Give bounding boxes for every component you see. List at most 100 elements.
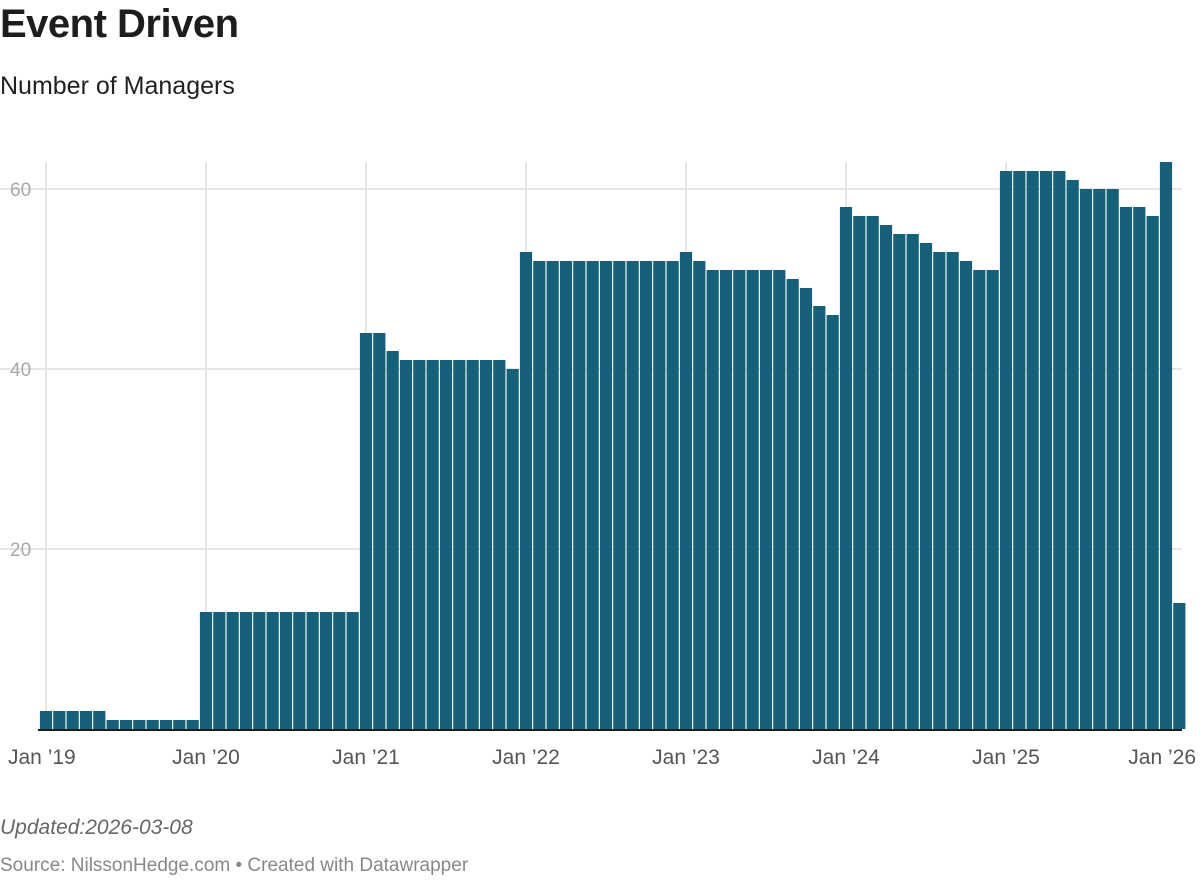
y-tick-label: 40 — [10, 360, 31, 381]
bar — [599, 261, 613, 729]
bar — [973, 270, 986, 729]
bar — [1079, 189, 1093, 729]
bar — [693, 261, 706, 729]
bar — [506, 369, 519, 729]
x-tick-label: Jan ’21 — [332, 746, 400, 769]
y-tick-label: 20 — [10, 540, 31, 561]
y-tick-label: 60 — [10, 180, 31, 201]
bar — [199, 612, 213, 729]
bar — [639, 261, 653, 729]
bar — [146, 720, 159, 729]
bar — [906, 234, 919, 729]
bar — [279, 612, 293, 729]
bar — [159, 720, 173, 729]
x-tick-label: Jan ’20 — [172, 746, 240, 769]
bar — [866, 216, 879, 729]
x-tick-label: Jan ’24 — [812, 746, 880, 769]
bar — [66, 711, 79, 729]
bar — [266, 612, 279, 729]
bar — [959, 261, 973, 729]
bar — [853, 216, 866, 729]
bar — [79, 711, 93, 729]
bar — [479, 360, 493, 729]
source-note: Source: NilssonHedge.com • Created with … — [0, 855, 469, 876]
bar — [546, 261, 559, 729]
bar — [706, 270, 719, 729]
bar — [1013, 171, 1026, 729]
bar — [493, 360, 506, 729]
bar — [586, 261, 599, 729]
bar — [1119, 207, 1133, 729]
bar — [573, 261, 586, 729]
bar — [173, 720, 186, 729]
chart-title: Event Driven — [0, 2, 239, 46]
chart-subtitle: Number of Managers — [0, 72, 235, 100]
x-tick-label: Jan ’19 — [8, 746, 76, 769]
bar — [839, 207, 853, 729]
bar — [786, 279, 799, 729]
bar — [373, 333, 386, 729]
bar — [1133, 207, 1146, 729]
bar — [1053, 171, 1066, 729]
bar — [453, 360, 466, 729]
x-tick-label: Jan ’25 — [972, 746, 1040, 769]
bar — [213, 612, 226, 729]
bar — [519, 252, 533, 729]
bar-chart: 20 40 60 Jan ’19 Jan ’20 Jan ’21 Jan ’22 Jan ’2… — [0, 162, 1196, 769]
bar — [733, 270, 746, 729]
bar — [466, 360, 479, 729]
bar — [946, 252, 959, 729]
bar — [746, 270, 759, 729]
bar — [399, 360, 413, 729]
bar — [53, 711, 66, 729]
bar — [239, 612, 253, 729]
bar — [333, 612, 346, 729]
bar — [826, 315, 839, 729]
bar — [386, 351, 399, 729]
bar — [346, 612, 359, 729]
bar — [626, 261, 639, 729]
bar — [613, 261, 626, 729]
bar — [319, 612, 333, 729]
bar — [106, 720, 119, 729]
x-tick-label: Jan ’23 — [652, 746, 720, 769]
bar — [1039, 171, 1053, 729]
bar — [1066, 180, 1079, 729]
bar — [253, 612, 266, 729]
bar — [133, 720, 146, 729]
bar — [799, 288, 813, 729]
bar — [893, 234, 906, 729]
bar — [759, 270, 773, 729]
bar — [226, 612, 239, 729]
bar — [39, 711, 53, 729]
bar — [306, 612, 319, 729]
bar — [666, 261, 679, 729]
bar — [1173, 603, 1186, 729]
bar — [93, 711, 106, 729]
bar — [773, 270, 786, 729]
bar — [293, 612, 306, 729]
bar — [919, 243, 933, 729]
bar — [679, 252, 693, 729]
bar — [653, 261, 666, 729]
bar — [1026, 171, 1039, 729]
bar — [1159, 162, 1173, 729]
bar — [439, 360, 453, 729]
bar — [1106, 189, 1119, 729]
bar — [813, 306, 826, 729]
bar — [559, 261, 573, 729]
x-tick-label: Jan ’26 — [1128, 746, 1196, 769]
bar — [986, 270, 999, 729]
bar — [1093, 189, 1106, 729]
bar — [933, 252, 946, 729]
bar — [413, 360, 426, 729]
bar — [1146, 216, 1159, 729]
bar — [186, 720, 199, 729]
updated-note: Updated:2026-03-08 — [0, 816, 193, 839]
bar — [359, 333, 373, 729]
bar — [119, 720, 133, 729]
bar — [426, 360, 439, 729]
bar — [879, 225, 893, 729]
x-tick-label: Jan ’22 — [492, 746, 560, 769]
bar — [533, 261, 546, 729]
